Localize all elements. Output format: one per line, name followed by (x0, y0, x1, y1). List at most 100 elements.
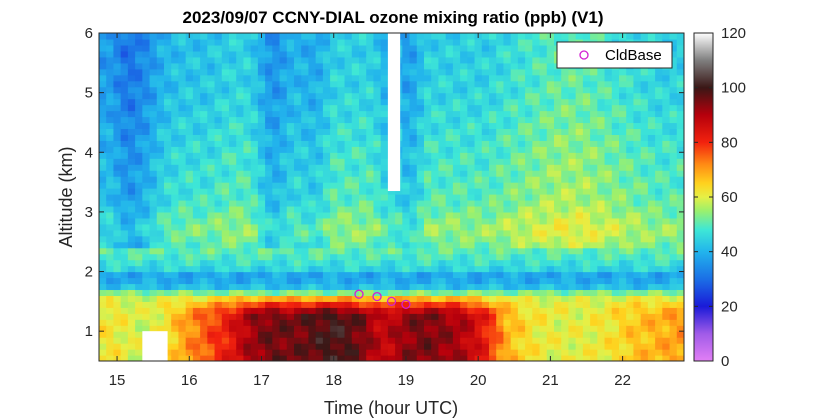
heatmap-cell (510, 253, 519, 261)
heatmap-cell (676, 122, 684, 130)
heatmap-cell (467, 307, 476, 314)
heatmap-cell (351, 134, 360, 141)
heatmap-cell (590, 217, 598, 225)
heatmap-cell (561, 140, 570, 147)
heatmap-cell (286, 259, 295, 267)
heatmap-cell (229, 80, 237, 88)
heatmap-cell (669, 98, 678, 106)
plot-frame (98, 32, 685, 362)
heatmap-cell (373, 223, 382, 231)
heatmap-cell (525, 86, 533, 94)
heatmap-cell (330, 307, 338, 314)
heatmap-cell (416, 247, 425, 255)
heatmap-cell (575, 229, 584, 237)
heatmap-cell (279, 74, 288, 82)
heatmap-cell (214, 128, 223, 135)
heatmap-cell (503, 301, 512, 308)
heatmap-cell (207, 283, 216, 291)
heatmap-cell (344, 98, 353, 106)
heatmap-cell (308, 152, 317, 159)
heatmap-cell (676, 140, 684, 147)
heatmap-cell (611, 188, 620, 195)
heatmap-cell (120, 217, 129, 225)
heatmap-cell (207, 277, 216, 285)
heatmap-cell (113, 253, 122, 261)
heatmap-cell (366, 307, 375, 314)
heatmap-cell (402, 110, 411, 118)
heatmap-cell (286, 265, 295, 273)
heatmap-cell (373, 122, 382, 130)
heatmap-cell (590, 313, 598, 320)
heatmap-cell (257, 152, 266, 159)
heatmap-cell (351, 355, 360, 361)
heatmap-cell (626, 355, 635, 361)
heatmap-cell (308, 116, 317, 124)
heatmap-cell (467, 44, 476, 52)
heatmap-cell (561, 337, 570, 344)
heatmap-cell (568, 164, 577, 171)
heatmap-cell (301, 68, 310, 76)
heatmap-cell (221, 62, 230, 70)
heatmap-cell (481, 211, 490, 219)
heatmap-cell (351, 128, 360, 135)
heatmap-cell (655, 152, 663, 159)
heatmap-cell (554, 134, 562, 141)
heatmap-cell (171, 194, 180, 201)
heatmap-cell (582, 188, 591, 195)
heatmap-cell (113, 68, 122, 76)
heatmap-cell (517, 33, 526, 40)
heatmap-cell (503, 33, 512, 40)
heatmap-cell (164, 170, 172, 177)
heatmap-cell (662, 146, 671, 153)
heatmap-cell (460, 337, 468, 344)
heatmap-cell (416, 74, 425, 82)
heatmap-cell (243, 337, 252, 344)
heatmap-cell (445, 331, 454, 338)
heatmap-cell (171, 283, 180, 291)
heatmap-cell (301, 176, 310, 183)
heatmap-cell (250, 211, 259, 219)
heatmap-cell (669, 68, 678, 76)
heatmap-cell (517, 283, 526, 291)
heatmap-cell (171, 62, 180, 70)
heatmap-cell (221, 104, 230, 112)
heatmap-cell (294, 68, 302, 76)
heatmap-cell (409, 164, 418, 171)
heatmap-cell (221, 68, 230, 76)
heatmap-cell (99, 223, 107, 231)
heatmap-cell (503, 253, 512, 261)
heatmap-cell (351, 188, 360, 195)
heatmap-cell (474, 164, 483, 171)
heatmap-cell (200, 170, 208, 177)
heatmap-cell (171, 265, 180, 273)
heatmap-cell (106, 331, 115, 338)
heatmap-cell (525, 313, 533, 320)
heatmap-cell (286, 295, 295, 302)
heatmap-cell (135, 50, 143, 58)
heatmap-cell (619, 241, 627, 249)
heatmap-cell (633, 313, 642, 320)
heatmap-cell (236, 307, 245, 314)
heatmap-cell (120, 259, 129, 267)
heatmap-cell (236, 241, 245, 249)
heatmap-cell (229, 289, 237, 296)
heatmap-cell (604, 164, 613, 171)
heatmap-cell (438, 241, 447, 249)
heatmap-cell (669, 92, 678, 100)
heatmap-cell (308, 188, 317, 195)
heatmap-cell (344, 343, 353, 350)
heatmap-cell (359, 343, 367, 350)
heatmap-cell (214, 325, 223, 332)
heatmap-cell (192, 176, 201, 183)
heatmap-cell (395, 205, 403, 213)
heatmap-cell (366, 92, 375, 100)
heatmap-cell (229, 241, 237, 249)
heatmap-cell (286, 134, 295, 141)
heatmap-cell (330, 223, 338, 231)
heatmap-cell (532, 80, 541, 88)
heatmap-cell (185, 56, 194, 64)
heatmap-cell (575, 199, 584, 207)
heatmap-cell (315, 110, 324, 118)
heatmap-cell (322, 152, 331, 159)
heatmap-cell (192, 128, 201, 135)
